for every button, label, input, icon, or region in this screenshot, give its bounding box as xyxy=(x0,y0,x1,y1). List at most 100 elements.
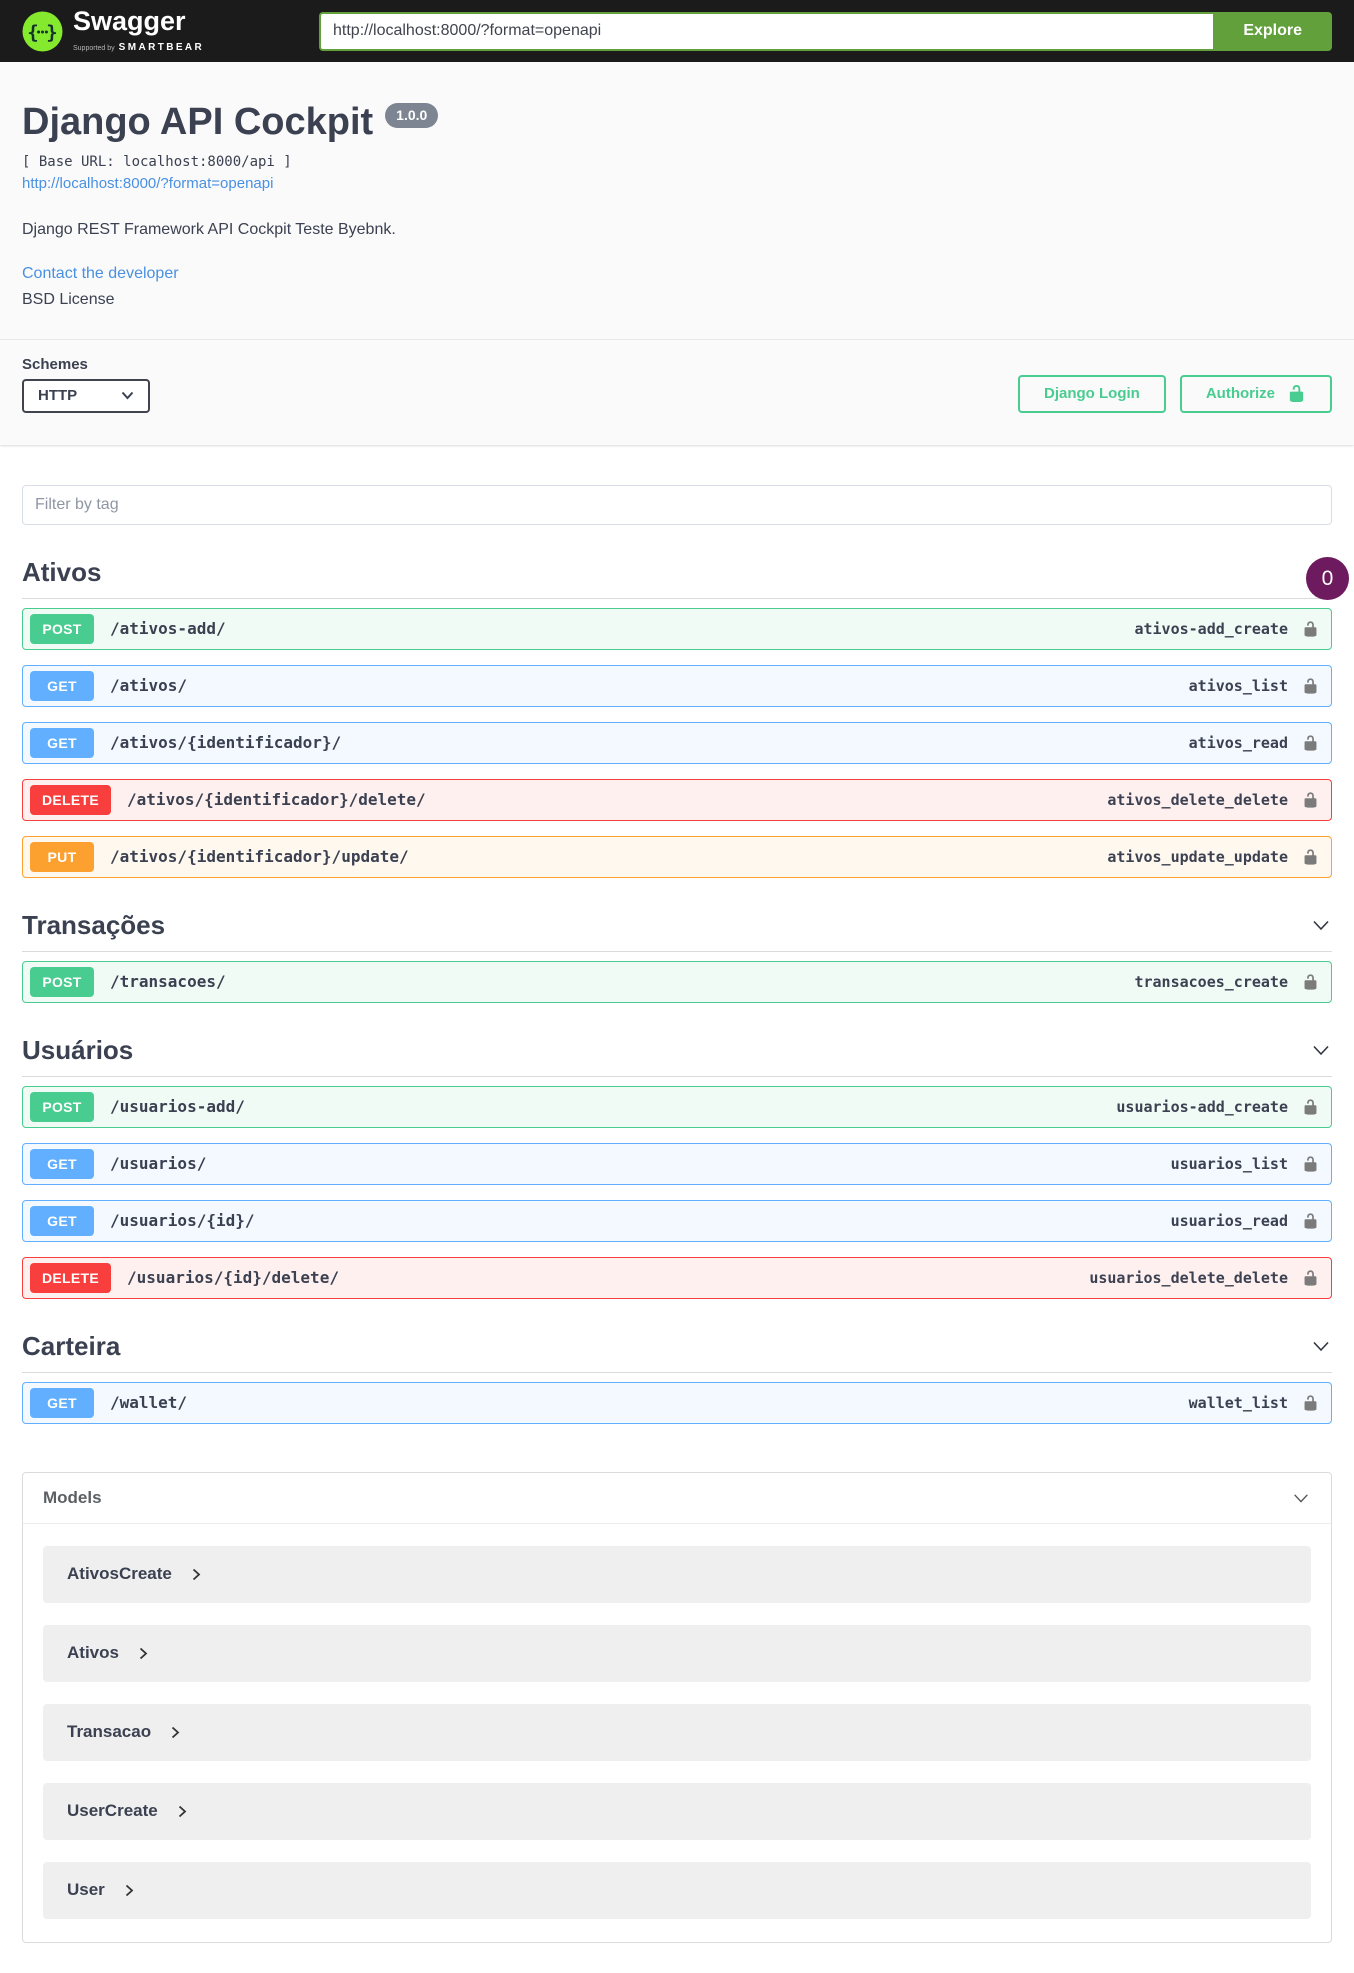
explore-button[interactable]: Explore xyxy=(1213,11,1332,51)
api-info: Django API Cockpit 1.0.0 [ Base URL: loc… xyxy=(0,62,1354,339)
operation-row[interactable]: GET /ativos/{identificador}/ ativos_read xyxy=(22,721,1332,764)
method-badge: PUT xyxy=(30,841,94,872)
model-name: AtivosCreate xyxy=(67,1564,172,1584)
authorization-lock-button[interactable] xyxy=(1302,1268,1319,1288)
method-badge: POST xyxy=(30,1091,94,1122)
chevron-down-icon xyxy=(1313,921,1329,931)
tag-header[interactable]: Carteira xyxy=(22,1321,1332,1373)
authorization-lock-button[interactable] xyxy=(1302,1154,1319,1174)
svg-text:{: { xyxy=(27,21,38,43)
spec-link[interactable]: http://localhost:8000/?format=openapi xyxy=(22,174,274,192)
authorization-lock-button[interactable] xyxy=(1302,972,1319,992)
operation-row[interactable]: PUT /ativos/{identificador}/update/ ativ… xyxy=(22,835,1332,878)
authorization-lock-button[interactable] xyxy=(1302,619,1319,639)
operation-path: /usuarios-add/ xyxy=(110,1097,245,1117)
method-badge: GET xyxy=(30,1387,94,1418)
schemes-selected-value: HTTP xyxy=(38,387,78,405)
authorization-lock-button[interactable] xyxy=(1302,1393,1319,1413)
operation-row[interactable]: POST /transacoes/ transacoes_create xyxy=(22,960,1332,1003)
django-login-label: Django Login xyxy=(1044,385,1140,403)
model-row[interactable]: User xyxy=(43,1861,1311,1919)
method-badge: GET xyxy=(30,1148,94,1179)
open-lock-icon xyxy=(1304,1270,1317,1286)
operation-id: usuarios_list xyxy=(1170,1154,1288,1173)
page-title: Django API Cockpit 1.0.0 xyxy=(22,101,1332,144)
operation-row[interactable]: POST /ativos-add/ ativos-add_create xyxy=(22,607,1332,650)
authorization-lock-button[interactable] xyxy=(1302,676,1319,696)
method-badge: GET xyxy=(30,1205,94,1236)
method-badge: POST xyxy=(30,966,94,997)
authorization-lock-button[interactable] xyxy=(1302,847,1319,867)
swagger-logo-icon: { } xyxy=(22,11,63,51)
model-row[interactable]: AtivosCreate xyxy=(43,1545,1311,1603)
operation-id: transacoes_create xyxy=(1134,972,1288,991)
operation-row[interactable]: DELETE /usuarios/{id}/delete/ usuarios_d… xyxy=(22,1256,1332,1299)
schemes-select[interactable]: HTTP xyxy=(22,378,150,413)
model-name: UserCreate xyxy=(67,1801,158,1821)
base-url: [ Base URL: localhost:8000/api ] xyxy=(22,153,292,170)
authorize-label: Authorize xyxy=(1205,385,1275,403)
operation-id: ativos_update_update xyxy=(1107,847,1288,866)
operation-row[interactable]: DELETE /ativos/{identificador}/delete/ a… xyxy=(22,778,1332,821)
model-row[interactable]: UserCreate xyxy=(43,1782,1311,1840)
schemes-label: Schemes xyxy=(22,355,88,373)
operation-id: ativos_delete_delete xyxy=(1107,790,1288,809)
tag-header[interactable]: Ativos xyxy=(22,547,1332,599)
authorization-lock-button[interactable] xyxy=(1302,790,1319,810)
model-row[interactable]: Transacao xyxy=(43,1703,1311,1761)
contact-developer-link[interactable]: Contact the developer xyxy=(22,264,179,282)
authorize-button[interactable]: Authorize xyxy=(1179,374,1332,413)
open-lock-icon xyxy=(1304,735,1317,751)
spec-url-input[interactable] xyxy=(319,11,1214,51)
filter-input[interactable] xyxy=(22,484,1332,525)
method-badge: POST xyxy=(30,613,94,644)
brand-subtitle: Supported by SMARTBEAR xyxy=(73,42,205,53)
operation-row[interactable]: GET /usuarios/ usuarios_list xyxy=(22,1142,1332,1185)
authorization-lock-button[interactable] xyxy=(1302,733,1319,753)
chevron-down-icon xyxy=(1313,1342,1329,1352)
operation-path: /ativos-add/ xyxy=(110,619,226,639)
api-description: Django REST Framework API Cockpit Teste … xyxy=(22,220,396,238)
open-lock-icon xyxy=(1304,1099,1317,1115)
operation-path: /ativos/{identificador}/update/ xyxy=(110,847,409,867)
open-lock-icon xyxy=(1289,385,1304,403)
schemes-group: Schemes HTTP xyxy=(22,356,150,413)
chevron-right-icon xyxy=(139,1647,148,1660)
operation-row[interactable]: POST /usuarios-add/ usuarios-add_create xyxy=(22,1085,1332,1128)
auth-buttons: Django Login Authorize xyxy=(1018,374,1332,413)
authorization-lock-button[interactable] xyxy=(1302,1097,1319,1117)
open-lock-icon xyxy=(1304,1156,1317,1172)
model-row[interactable]: Ativos xyxy=(43,1624,1311,1682)
operation-row[interactable]: GET /ativos/ ativos_list xyxy=(22,664,1332,707)
operation-path: /transacoes/ xyxy=(110,972,226,992)
tag-title: Ativos xyxy=(22,556,102,587)
operation-path: /usuarios/{id}/ xyxy=(110,1211,255,1231)
django-login-button[interactable]: Django Login xyxy=(1018,374,1166,413)
operation-list: GET /wallet/ wallet_list xyxy=(22,1373,1332,1424)
operation-list: POST /ativos-add/ ativos-add_create GET … xyxy=(22,599,1332,878)
tag-sections: Ativos POST /ativos-add/ ativos-add_crea… xyxy=(22,547,1332,1424)
open-lock-icon xyxy=(1304,1213,1317,1229)
open-lock-icon xyxy=(1304,974,1317,990)
brand-text: Swagger Supported by SMARTBEAR xyxy=(73,8,204,54)
tag-header[interactable]: Transações xyxy=(22,900,1332,952)
operation-id: usuarios_read xyxy=(1170,1211,1288,1230)
version-badge: 1.0.0 xyxy=(385,103,439,128)
open-lock-icon xyxy=(1304,678,1317,694)
models-section: Models AtivosCreate Ativos Transacao xyxy=(22,1471,1332,1943)
operation-id: usuarios-add_create xyxy=(1116,1097,1288,1116)
models-header[interactable]: Models xyxy=(23,1473,1331,1524)
operation-row[interactable]: GET /usuarios/{id}/ usuarios_read xyxy=(22,1199,1332,1242)
tag-section: Transações POST /transacoes/ transacoes_… xyxy=(22,900,1332,1003)
operation-row[interactable]: GET /wallet/ wallet_list xyxy=(22,1381,1332,1424)
chevron-down-icon xyxy=(1294,1494,1308,1503)
tag-title: Transações xyxy=(22,909,166,940)
notification-badge: 0 xyxy=(1306,557,1349,600)
method-badge: GET xyxy=(30,727,94,758)
chevron-right-icon xyxy=(192,1568,201,1581)
api-title-text: Django API Cockpit xyxy=(22,101,374,143)
tag-header[interactable]: Usuários xyxy=(22,1025,1332,1077)
authorization-lock-button[interactable] xyxy=(1302,1211,1319,1231)
swagger-brand: { } Swagger Supported by SMARTBEAR xyxy=(22,8,204,54)
chevron-down-icon xyxy=(121,392,134,400)
